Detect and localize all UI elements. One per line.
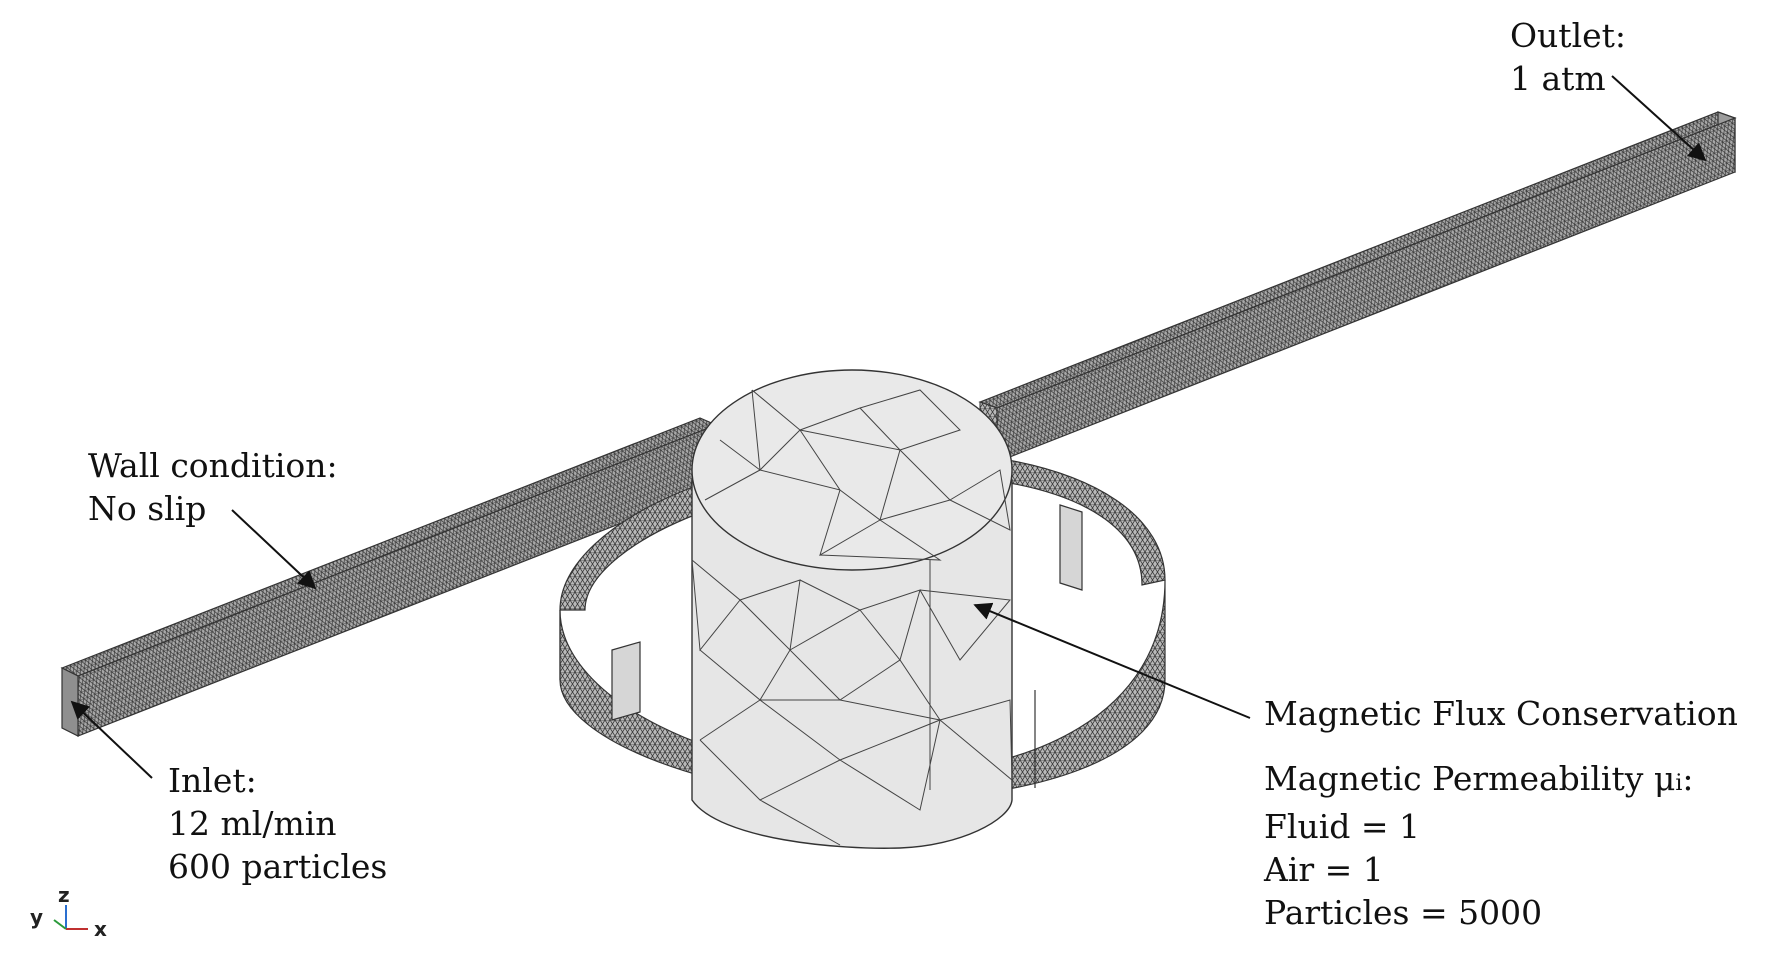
outlet-title: Outlet: [1510, 16, 1627, 55]
wall-title: Wall condition: [88, 446, 338, 485]
magnetic-annotation: Magnetic Flux Conservation Magnetic Perm… [1264, 692, 1738, 934]
inlet-flow: 12 ml/min [168, 804, 337, 843]
axis-x-label: x [94, 917, 107, 941]
magnetic-flux-label: Magnetic Flux Conservation [1264, 694, 1738, 733]
permeability-fluid: Fluid = 1 [1264, 807, 1421, 846]
annotation-arrows [70, 75, 1707, 779]
permeability-label: Magnetic Permeability μi: [1264, 759, 1694, 798]
wall-value: No slip [88, 489, 207, 528]
axis-triad: y z x [30, 883, 107, 941]
wall-annotation: Wall condition: No slip [88, 444, 338, 530]
outlet-annotation: Outlet: 1 atm [1510, 14, 1626, 100]
inlet-title: Inlet: [168, 761, 257, 800]
channel-back [978, 111, 1737, 463]
inlet-particles: 600 particles [168, 847, 388, 886]
axis-z-label: z [58, 883, 70, 907]
magnet-cylinder [691, 369, 1013, 849]
channel-front [60, 417, 718, 737]
outlet-value: 1 atm [1510, 59, 1606, 98]
axis-y-label: y [30, 905, 43, 929]
permeability-particles: Particles = 5000 [1264, 893, 1543, 932]
permeability-air: Air = 1 [1264, 850, 1384, 889]
inlet-annotation: Inlet: 12 ml/min 600 particles [168, 759, 387, 888]
